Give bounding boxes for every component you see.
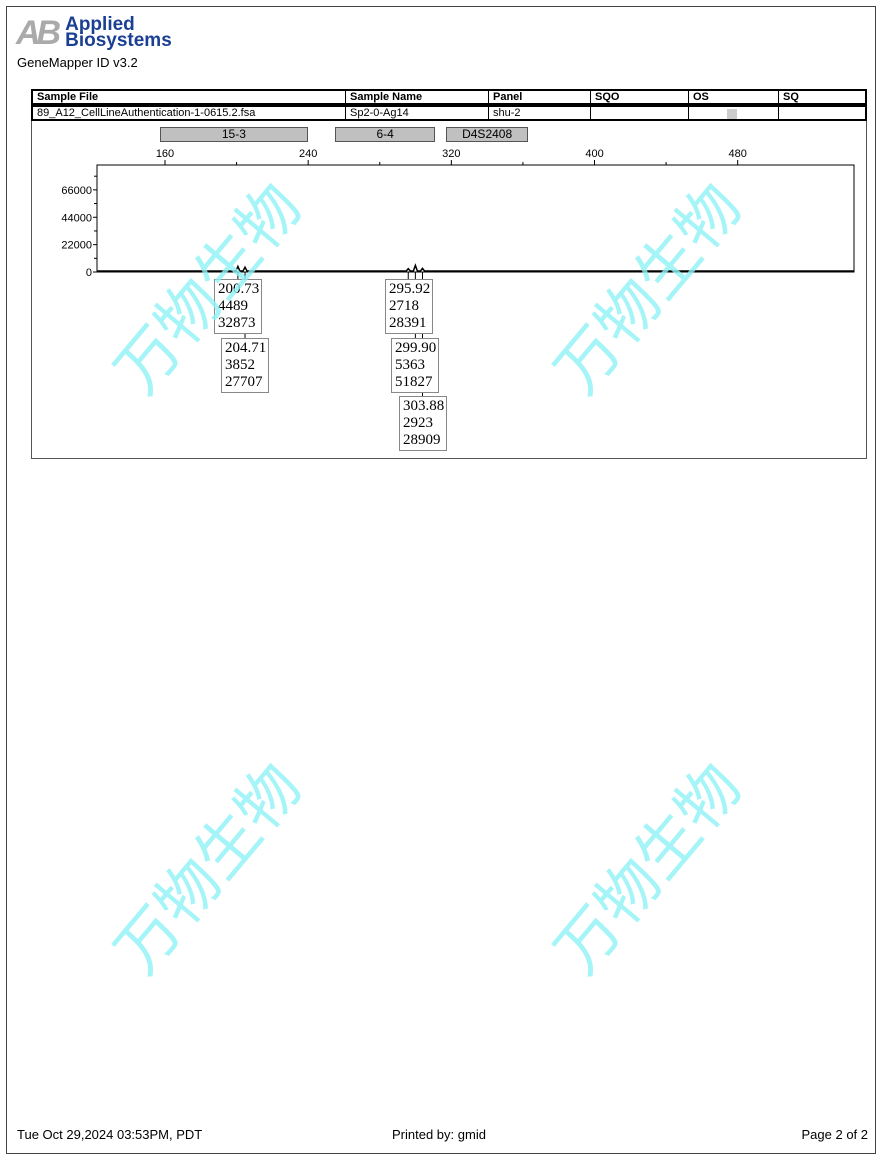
ab-logo-icon: AB (16, 14, 61, 52)
peak-area: 32873 (218, 315, 256, 331)
peak-size: 295.92 (389, 281, 431, 297)
table-header: Sample File Sample Name Panel SQO OS SQ (31, 89, 867, 105)
peak-size: 303.88 (403, 398, 445, 414)
peak-label: 299.90 5363 51827 (391, 338, 439, 393)
x-tick-label: 400 (585, 148, 603, 160)
printed-by: Printed by: gmid (392, 1127, 486, 1142)
peak-height: 2923 (403, 415, 433, 431)
peak-label: 204.71 3852 27707 (221, 338, 269, 393)
x-tick-label: 320 (442, 148, 460, 160)
trace-line (97, 263, 854, 272)
os (689, 107, 779, 119)
app-version: GeneMapper ID v3.2 (17, 55, 138, 70)
col-sample-file: Sample File (33, 91, 346, 103)
peak-label: 200.73 4489 32873 (214, 279, 262, 334)
plot-panel (31, 121, 867, 459)
table-row: 89_A12_CellLineAuthentication-1-0615.2.f… (31, 105, 867, 121)
peak-size: 200.73 (218, 281, 260, 297)
col-sqo: SQO (591, 91, 689, 103)
col-sample-name: Sample Name (346, 91, 489, 103)
col-sq: SQ (783, 91, 799, 103)
peak-size: 204.71 (225, 340, 267, 356)
peak-height: 5363 (395, 357, 425, 373)
peak-height: 4489 (218, 298, 248, 314)
panel: shu-2 (489, 107, 591, 119)
bin-15-3: 15-3 (159, 127, 309, 142)
y-tick-label: 44000 (61, 212, 92, 224)
sample-file: 89_A12_CellLineAuthentication-1-0615.2.f… (33, 107, 346, 119)
page-frame (6, 6, 876, 1154)
peak-area: 28909 (403, 432, 441, 448)
plot-area (96, 164, 855, 273)
applied-biosystems-logo: AB Applied Biosystems (16, 14, 172, 52)
logo-line1: Applied (65, 14, 135, 35)
col-panel: Panel (489, 91, 591, 103)
peak-height: 2718 (389, 298, 419, 314)
x-tick-label: 480 (728, 148, 746, 160)
col-os: OS (689, 91, 779, 103)
peak-height: 3852 (225, 357, 255, 373)
y-tick-label: 66000 (61, 185, 92, 197)
print-date: Tue Oct 29,2024 03:53PM, PDT (17, 1127, 203, 1142)
os-flag-icon (727, 109, 737, 119)
peak-label: 303.88 2923 28909 (399, 396, 447, 451)
x-tick-label: 160 (156, 148, 174, 160)
sqo (591, 107, 689, 119)
peak-area: 27707 (225, 374, 263, 390)
page-number: Page 2 of 2 (801, 1127, 869, 1142)
peak-size: 299.90 (395, 340, 437, 356)
peak-area: 51827 (395, 374, 433, 390)
bin-D4S2408: D4S2408 (445, 127, 529, 142)
y-tick-label: 22000 (61, 240, 92, 252)
x-tick-label: 240 (299, 148, 317, 160)
peak-label: 295.92 2718 28391 (385, 279, 433, 334)
sample-name: Sp2-0-Ag14 (346, 107, 489, 119)
y-tick-label: 0 (86, 267, 92, 279)
peak-area: 28391 (389, 315, 427, 331)
logo-line2: Biosystems (65, 30, 172, 51)
bin-6-4: 6-4 (335, 127, 436, 142)
